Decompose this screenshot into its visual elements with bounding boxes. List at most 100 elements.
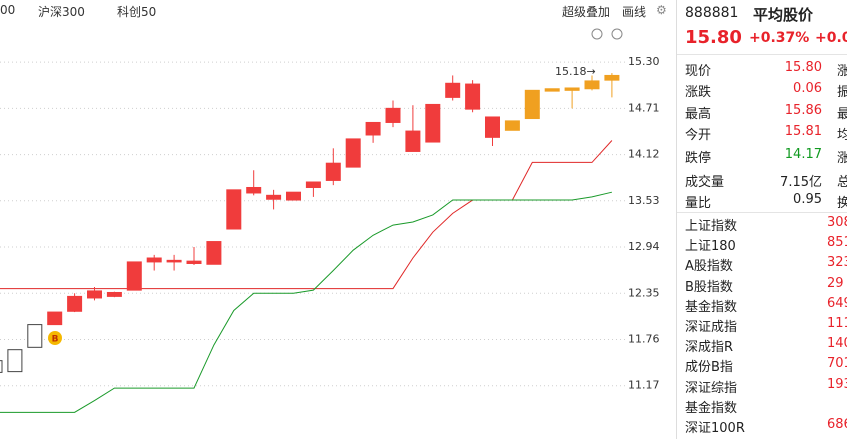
indicator-line bbox=[0, 140, 613, 290]
candle-body bbox=[564, 87, 580, 91]
row-label: 跌停 bbox=[685, 151, 712, 166]
y-tick-label: 11.76 bbox=[628, 332, 660, 345]
divider bbox=[677, 54, 847, 55]
candle-body bbox=[266, 194, 282, 200]
candle-body bbox=[87, 290, 102, 299]
tool[interactable]: 画线 bbox=[622, 5, 647, 19]
row-value: 0.06 bbox=[793, 81, 822, 96]
candle-body bbox=[186, 260, 202, 264]
row-value: 15.80 bbox=[784, 60, 822, 75]
index-name: 上证指数 bbox=[685, 219, 738, 234]
index-value: 308 bbox=[827, 215, 847, 230]
index-value: 649 bbox=[827, 295, 847, 311]
row-extra: 均 bbox=[837, 124, 847, 143]
index-name: 深证100R bbox=[685, 421, 745, 436]
candle-body bbox=[146, 257, 162, 263]
icon[interactable] bbox=[611, 28, 623, 40]
row-extra: 总 bbox=[837, 171, 847, 190]
index-name: 上证180 bbox=[685, 239, 736, 255]
candle-body bbox=[345, 138, 361, 168]
candle-body bbox=[67, 295, 83, 312]
settings-icon[interactable]: ⚙ bbox=[656, 3, 667, 17]
index-name: A股指数 bbox=[685, 259, 733, 275]
index-value: 323 bbox=[827, 255, 847, 271]
annotation: 15.18→ bbox=[555, 65, 596, 78]
index-name: 深成指R bbox=[685, 340, 734, 356]
index-name: B股指数 bbox=[685, 279, 733, 295]
row-label: 今开 bbox=[685, 128, 712, 143]
index-name: 深证综指 bbox=[685, 380, 738, 396]
candle-body bbox=[544, 88, 560, 92]
index-name: 深证成指 bbox=[685, 320, 738, 335]
row-label: 现价 bbox=[685, 64, 712, 79]
index-name: 基金指数 bbox=[685, 400, 738, 416]
index-value: 701 bbox=[827, 356, 847, 372]
candle-body bbox=[584, 80, 600, 90]
row-value: 7.15亿 bbox=[780, 175, 822, 190]
row-extra: 涨 bbox=[837, 60, 847, 79]
candle-body bbox=[206, 241, 222, 265]
y-tick-label: 14.71 bbox=[628, 101, 660, 114]
candle-body bbox=[465, 83, 481, 110]
candle-body bbox=[524, 89, 540, 120]
tab[interactable]: 00 bbox=[0, 3, 16, 17]
candle-body bbox=[305, 181, 321, 188]
y-tick-label: 13.53 bbox=[628, 194, 660, 207]
candle-body bbox=[27, 324, 43, 348]
row-extra: 涨 bbox=[837, 147, 847, 166]
row-extra: 振 bbox=[837, 81, 847, 100]
candle-body bbox=[485, 116, 500, 138]
index-value: 686 bbox=[827, 417, 847, 432]
row-value: 15.81 bbox=[784, 124, 822, 139]
candle-body bbox=[385, 107, 401, 123]
index-value: 1115 bbox=[827, 316, 847, 331]
index-name: 成份B指 bbox=[685, 360, 733, 376]
top-bar: 00 沪深300 科创50 超级叠加 画线 ⚙ bbox=[0, 0, 676, 22]
candle-body bbox=[7, 349, 23, 373]
candle-body bbox=[226, 189, 242, 230]
change-pct: +0.37% bbox=[749, 30, 810, 46]
index-value: 29 bbox=[827, 275, 844, 291]
row-extra: 最 bbox=[837, 103, 847, 122]
tool[interactable]: 超级叠加 bbox=[562, 5, 611, 19]
tab[interactable]: 沪深300 bbox=[38, 5, 85, 19]
candle-body bbox=[246, 186, 262, 194]
candle-body bbox=[405, 130, 421, 152]
index-value: 851 bbox=[827, 235, 847, 251]
candle-body bbox=[425, 103, 441, 143]
candle-body bbox=[0, 360, 3, 373]
row-value: 0.95 bbox=[793, 192, 822, 207]
row-label: 最高 bbox=[685, 107, 712, 122]
y-tick-label: 14.12 bbox=[628, 148, 660, 161]
candle-body bbox=[445, 82, 461, 98]
row-value: 14.17 bbox=[784, 147, 822, 162]
y-tick-label: 11.17 bbox=[628, 379, 660, 392]
candle-body bbox=[504, 120, 520, 131]
change: +0.06 bbox=[815, 30, 847, 46]
divider bbox=[677, 212, 847, 213]
chart: 11.17 11.76 12.35 12.94 13.53 14.12 14.71 15.30… bbox=[0, 28, 660, 413]
candle-body bbox=[604, 74, 620, 81]
candle-body bbox=[47, 311, 63, 326]
y-tick-label: 12.35 bbox=[628, 286, 660, 299]
row-label: 涨跌 bbox=[685, 85, 712, 100]
indicator-line bbox=[0, 191, 613, 413]
index-name: 基金指数 bbox=[685, 299, 738, 315]
row-value: 15.86 bbox=[784, 103, 822, 118]
candle-body bbox=[106, 291, 122, 297]
candle-body bbox=[325, 162, 341, 181]
index-value: 193 bbox=[827, 376, 847, 392]
candle-body bbox=[365, 121, 381, 136]
row-label: 量比 bbox=[685, 196, 712, 211]
icon[interactable] bbox=[591, 28, 603, 40]
candle-body bbox=[166, 259, 182, 263]
tab[interactable]: 科创50 bbox=[117, 5, 157, 19]
quote-panel: 888881 平均股价 15.80 +0.37% +0.06 现价15.80涨涨… bbox=[676, 0, 847, 439]
index-value: 1401 bbox=[827, 336, 847, 352]
candle-body bbox=[126, 261, 142, 291]
candle-body bbox=[286, 191, 301, 201]
y-tick-label: 15.30 bbox=[628, 55, 660, 68]
name: 平均股价 bbox=[753, 6, 814, 24]
row-label: 成交量 bbox=[685, 175, 725, 190]
